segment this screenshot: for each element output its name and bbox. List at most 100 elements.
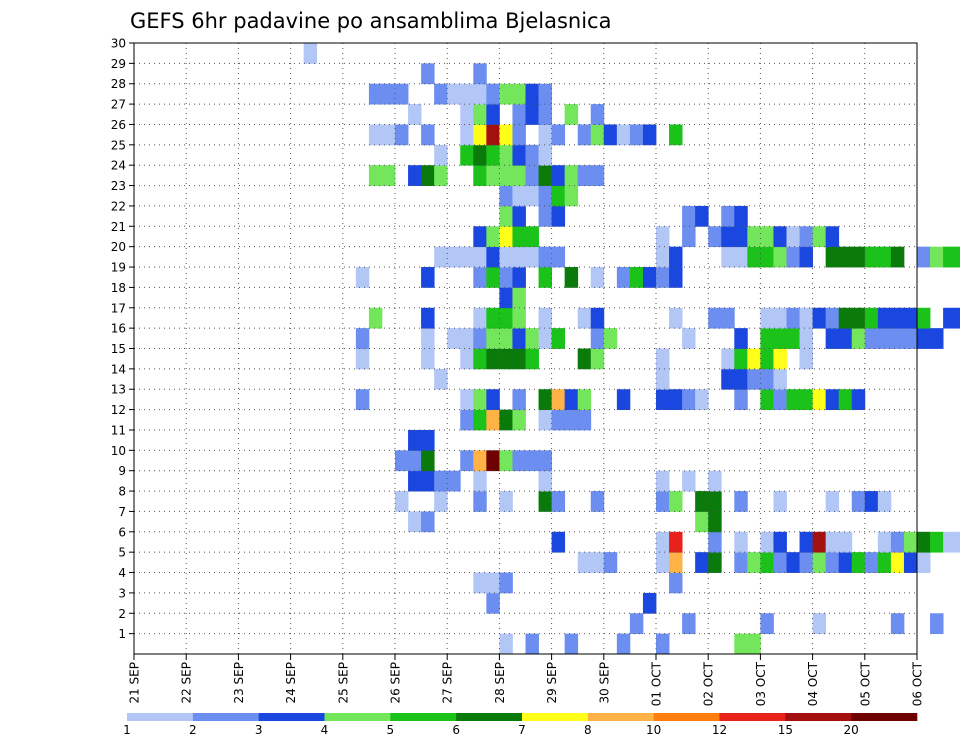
heatmap-cell — [917, 531, 931, 553]
legend-label: 8 — [584, 723, 592, 737]
heatmap-cell — [525, 185, 539, 207]
heatmap-cell — [669, 491, 683, 512]
heatmap-cell — [864, 328, 879, 349]
heatmap-cell — [512, 450, 526, 472]
legend-label: 1 — [123, 723, 131, 737]
heatmap-cell — [421, 63, 435, 85]
heatmap-cell — [447, 470, 461, 492]
heatmap-cell — [421, 328, 435, 349]
heatmap-cell — [890, 328, 905, 349]
y-tick-label: 24 — [111, 159, 126, 173]
heatmap-cell — [421, 470, 435, 492]
heatmap-cell — [368, 83, 383, 105]
heatmap-cell — [473, 104, 487, 125]
y-tick-label: 12 — [111, 403, 126, 417]
heatmap-cell — [812, 389, 827, 410]
heatmap-cells — [303, 43, 960, 655]
heatmap-cell — [812, 613, 827, 635]
heatmap-cell — [825, 307, 840, 329]
heatmap-cell — [682, 226, 696, 248]
heatmap-cell — [590, 124, 605, 146]
heatmap-cell — [695, 552, 709, 573]
legend-label: 6 — [452, 723, 460, 737]
heatmap-cell — [786, 552, 800, 573]
x-axis: 21 SEP 22 SEP 23 SEP 24 SEP 25 SEP 26 SEP 27 S… — [128, 654, 925, 706]
heatmap-cell — [486, 104, 500, 125]
heatmap-cell — [538, 389, 552, 410]
heatmap-cell — [917, 328, 931, 349]
heatmap-cell — [629, 124, 644, 146]
heatmap-cell — [695, 389, 709, 410]
heatmap-cell — [460, 104, 474, 125]
heatmap-cell — [408, 511, 422, 533]
heatmap-cell — [851, 389, 866, 410]
heatmap-cell — [669, 572, 683, 594]
x-tick-label: 23 SEP — [232, 662, 246, 704]
heatmap-cell — [786, 307, 800, 329]
y-tick-label: 2 — [118, 607, 126, 621]
heatmap-cell — [538, 470, 552, 492]
heatmap-cell — [656, 267, 670, 288]
heatmap-cell — [473, 246, 487, 268]
heatmap-cell — [695, 491, 709, 512]
heatmap-cell — [512, 83, 526, 105]
heatmap-cell — [486, 572, 500, 594]
heatmap-cell — [903, 328, 918, 349]
heatmap-cell — [760, 246, 774, 268]
heatmap-cell — [421, 450, 435, 472]
heatmap-cell — [486, 328, 500, 349]
heatmap-cell — [486, 124, 500, 146]
heatmap-cell — [760, 328, 774, 349]
heatmap-cell — [395, 124, 409, 146]
heatmap-cell — [473, 144, 487, 166]
heatmap-cell — [656, 633, 670, 655]
heatmap-cell — [473, 491, 487, 512]
heatmap-cell — [721, 348, 735, 370]
legend-swatch — [653, 713, 720, 721]
heatmap-cell — [603, 328, 618, 349]
legend-label: 4 — [321, 723, 329, 737]
heatmap-cell — [695, 511, 709, 533]
heatmap-cell — [499, 124, 513, 146]
heatmap-cell — [473, 226, 487, 248]
heatmap-cell — [408, 470, 422, 492]
heatmap-cell — [799, 389, 813, 410]
heatmap-cell — [851, 491, 866, 512]
heatmap-cell — [460, 124, 474, 146]
heatmap-cell — [460, 409, 474, 431]
heatmap-cell — [786, 389, 800, 410]
heatmap-cell — [695, 205, 709, 227]
heatmap-cell — [473, 572, 487, 594]
heatmap-cell — [760, 226, 774, 248]
heatmap-cell — [877, 246, 892, 268]
heatmap-cell — [538, 267, 552, 288]
heatmap-cell — [669, 552, 683, 573]
heatmap-cell — [395, 491, 409, 512]
heatmap-cell — [616, 267, 631, 288]
heatmap-cell — [460, 83, 474, 105]
heatmap-cell — [708, 531, 722, 553]
y-tick-label: 11 — [111, 423, 126, 437]
y-tick-label: 18 — [111, 281, 126, 295]
heatmap-cell — [434, 368, 448, 390]
heatmap-cell — [838, 389, 853, 410]
heatmap-cell — [656, 470, 670, 492]
heatmap-cell — [460, 450, 474, 472]
heatmap-cell — [538, 205, 552, 227]
heatmap-cell — [473, 450, 487, 472]
heatmap-cell — [838, 246, 853, 268]
heatmap-cell — [760, 389, 774, 410]
heatmap-cell — [943, 246, 957, 268]
heatmap-cell — [499, 491, 513, 512]
heatmap-cell — [473, 348, 487, 370]
heatmap-cell — [773, 389, 787, 410]
heatmap-cell — [656, 491, 670, 512]
x-tick-label: 28 SEP — [493, 662, 507, 704]
y-tick-label: 15 — [111, 342, 126, 356]
heatmap-cell — [734, 328, 748, 349]
heatmap-cell — [525, 165, 539, 186]
heatmap-cell — [812, 531, 827, 553]
heatmap-cell — [447, 246, 461, 268]
heatmap-cell — [708, 226, 722, 248]
heatmap-cell — [890, 552, 905, 573]
